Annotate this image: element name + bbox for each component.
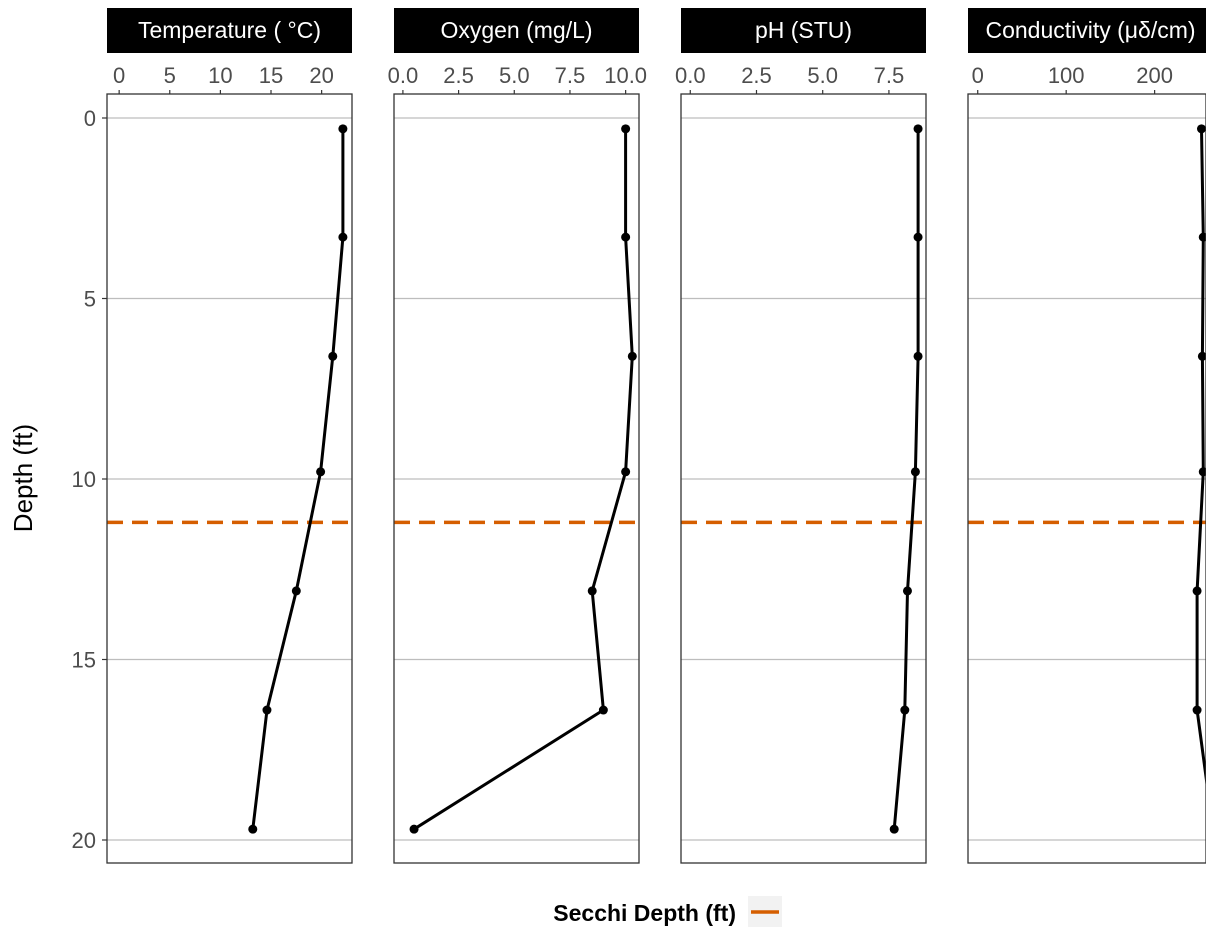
data-point — [248, 824, 258, 834]
x-tick-label: 2.5 — [443, 63, 474, 88]
data-point — [1198, 467, 1206, 477]
facet-strip-label: Temperature ( °C) — [138, 17, 321, 43]
x-tick-label: 5.0 — [807, 63, 838, 88]
y-tick-label: 10 — [72, 467, 96, 492]
data-point — [1192, 586, 1202, 596]
panel-1: Temperature ( °C) 0 5 10 15 20 — [106, 8, 353, 864]
x-tick-label: 7.5 — [874, 63, 905, 88]
data-point — [338, 124, 348, 134]
panel-border — [393, 93, 640, 864]
facet-strip — [107, 8, 352, 53]
x-tick-label: 20 — [309, 63, 333, 88]
panel-border — [967, 93, 1206, 864]
data-point — [913, 351, 923, 361]
data-point — [587, 586, 597, 596]
data-point — [316, 467, 326, 477]
data-point — [598, 705, 608, 715]
x-tick-label: 15 — [259, 63, 283, 88]
facet-strip-label: Conductivity (μδ/cm) — [985, 17, 1195, 43]
x-tick-label: 0 — [972, 63, 984, 88]
panel-border — [680, 93, 927, 864]
data-point — [1198, 232, 1206, 242]
x-tick-label: 5.0 — [499, 63, 530, 88]
data-point — [889, 824, 899, 834]
x-tick-label: 0 — [113, 63, 125, 88]
x-tick-label: 0.0 — [388, 63, 419, 88]
x-tick-label: 10.0 — [604, 63, 647, 88]
data-point — [900, 705, 910, 715]
data-point — [338, 232, 348, 242]
facet-strip — [681, 8, 926, 53]
facet-strip-label: Oxygen (mg/L) — [440, 17, 592, 43]
data-point — [1197, 124, 1206, 134]
data-point — [1192, 705, 1202, 715]
x-tick-label: 2.5 — [741, 63, 772, 88]
x-tick-label: 7.5 — [555, 63, 586, 88]
data-point — [627, 351, 637, 361]
panel-2: Oxygen (mg/L) 0.0 2.5 5.0 7.5 10.0 — [388, 8, 647, 864]
data-point — [1197, 351, 1206, 361]
x-tick-label: 100 — [1048, 63, 1085, 88]
panel-3: pH (STU) 0.0 2.5 5.0 7.5 — [675, 8, 927, 864]
data-point — [262, 705, 272, 715]
x-tick-label: 0.0 — [675, 63, 706, 88]
data-point — [291, 586, 301, 596]
legend-title: Secchi Depth (ft) — [553, 900, 736, 926]
x-tick-label: 10 — [208, 63, 232, 88]
data-point — [902, 586, 912, 596]
data-point — [621, 467, 631, 477]
facet-panels: Temperature ( °C) 0 5 10 15 20 Oxygen (mg/L) 0.… — [106, 8, 1206, 864]
y-axis: 0 5 10 15 20 — [72, 106, 107, 853]
data-point — [913, 232, 923, 242]
data-point — [409, 824, 419, 834]
x-tick-label: 200 — [1136, 63, 1173, 88]
data-point — [910, 467, 920, 477]
y-tick-label: 0 — [84, 106, 96, 131]
data-point — [913, 124, 923, 134]
y-tick-label: 15 — [72, 648, 96, 673]
facet-strip-label: pH (STU) — [755, 17, 852, 43]
panel-4: Conductivity (μδ/cm)0 100 200 — [967, 8, 1206, 864]
data-point — [621, 124, 631, 134]
y-axis-title: Depth (ft) — [8, 424, 38, 532]
data-point — [328, 351, 338, 361]
legend: Secchi Depth (ft) — [553, 896, 782, 927]
data-point — [621, 232, 631, 242]
facet-strip — [394, 8, 639, 53]
y-tick-label: 5 — [84, 287, 96, 312]
facet-strip — [968, 8, 1206, 53]
x-tick-label: 5 — [164, 63, 176, 88]
y-tick-label: 20 — [72, 828, 96, 853]
